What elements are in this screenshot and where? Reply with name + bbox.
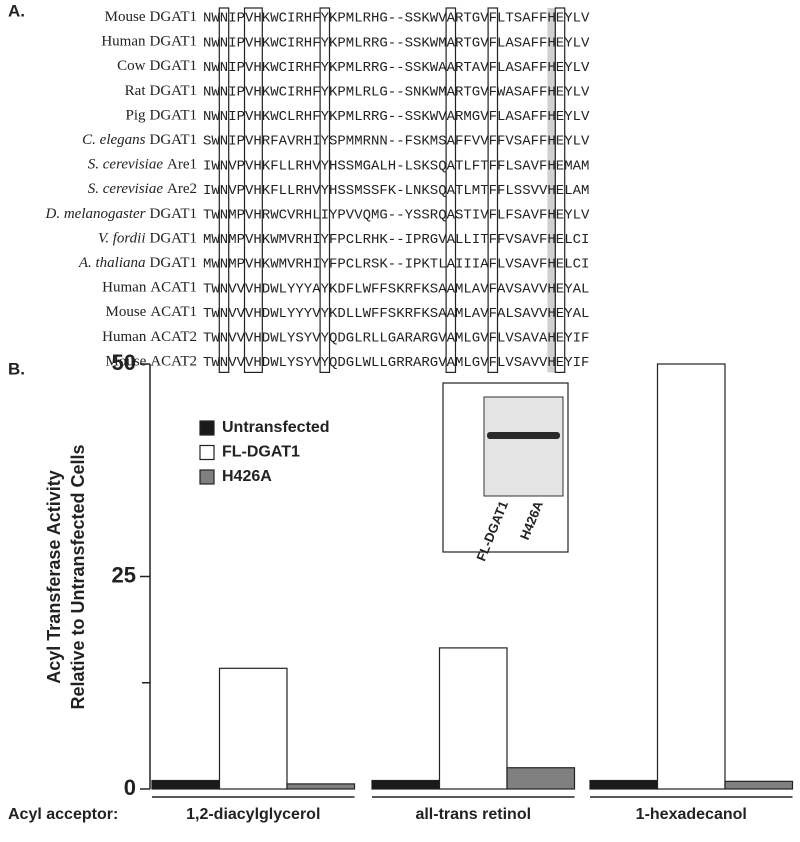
bar <box>151 779 221 790</box>
sequence-name: Mouse ACAT1 <box>105 305 197 321</box>
blot-band <box>487 432 560 439</box>
legend-swatch <box>199 444 215 461</box>
bar <box>656 363 726 790</box>
organism: Mouse <box>105 9 146 25</box>
y-tick-label: 50 <box>112 350 136 375</box>
sequence-name: S. cerevisiae Are1 <box>88 157 197 173</box>
organism: Human <box>102 280 147 296</box>
bar <box>438 647 508 790</box>
sequence: IWNVPVHKFLLRHVYHSSMGALH-LSKSQATLFTFFLSAV… <box>203 158 589 174</box>
bar <box>218 667 288 790</box>
protein-name: ACAT1 <box>150 305 197 321</box>
sequence: NWNIPVHKWCLRHFYKPMLRRG--SSKWVARMGVFLASAF… <box>203 109 590 125</box>
x-tick-label: 1-hexadecanol <box>636 806 747 823</box>
panel-label: B. <box>8 359 25 378</box>
organism: A. thaliana <box>78 255 146 271</box>
bar <box>724 780 794 790</box>
sequence: TWNVVVHDWLYSYVYQDGLWLLGRRARGVAMLGVFLVSAV… <box>203 355 589 371</box>
sequence: NWNIPVHKWCIRHFYKPMLRLG--SNKWMARTGVFWASAF… <box>203 85 590 101</box>
western-blot-inset: FL-DGAT1 H426A <box>442 382 569 563</box>
y-tick-label: 0 <box>124 775 136 800</box>
protein-name: ACAT2 <box>150 354 197 370</box>
sequence-name: Cow DGAT1 <box>117 59 197 75</box>
bar <box>371 779 441 790</box>
protein-name: Are1 <box>167 157 197 173</box>
legend-swatch <box>199 420 215 436</box>
sequence-name: S. cerevisiae Are2 <box>88 182 197 198</box>
conserved-box <box>445 7 457 373</box>
sequence-name: V. fordii DGAT1 <box>98 231 197 247</box>
organism: Rat <box>125 83 147 99</box>
sequence: MWNMPVHKWMVRHIYFPCLRHK--IPRGVALLITFFVSAV… <box>203 232 589 248</box>
sequence: TWNVVVHDWLYYYVYKDLLWFFSKRFKSAAMLAVFALSAV… <box>203 306 589 322</box>
bar <box>506 767 576 790</box>
organism: Mouse <box>105 305 146 321</box>
conserved-box <box>218 7 230 373</box>
organism: D. melanogaster <box>45 206 146 222</box>
protein-name: DGAT1 <box>150 206 198 222</box>
sequence: TWNVVVHDWLYYYAYKDFLWFFSKRFKSAAMLAVFAVSAV… <box>203 281 589 297</box>
organism: Cow <box>117 59 146 75</box>
legend-label: H426A <box>222 468 272 485</box>
sequence-name: A. thaliana DGAT1 <box>78 255 197 271</box>
conserved-box <box>319 7 331 373</box>
organism: C. elegans <box>82 132 145 148</box>
sequence: NWNIPVHKWCIRHFYKPMLRHG--SSKWVARTGVFLTSAF… <box>203 11 590 27</box>
conserved-box <box>487 7 499 373</box>
sequence-name: Mouse ACAT2 <box>105 354 197 370</box>
x-axis-label: Acyl acceptor: <box>8 806 118 823</box>
sequence: SWNIPVHRFAVRHIYSPMMRNN--FSKMSAFFVVFFVSAF… <box>203 134 590 150</box>
sequence-name: Pig DGAT1 <box>125 108 197 124</box>
sequence: TWNVVVHDWLYSYVYQDGLRLLGARARGVAMLGVFLVSAV… <box>203 331 589 347</box>
protein-name: DGAT1 <box>150 231 198 247</box>
blot <box>483 396 564 497</box>
conserved-box <box>243 7 263 373</box>
protein-name: ACAT2 <box>150 329 197 345</box>
sequence: MWNMPVHKWMVRHIYFPCLRSK--IPKTLAIIIAFLVSAV… <box>203 257 589 273</box>
legend-label: Untransfected <box>222 419 330 436</box>
protein-name: DGAT1 <box>150 9 198 25</box>
organism: Human <box>101 34 146 50</box>
sequence-name: Human DGAT1 <box>101 34 197 50</box>
bar <box>286 783 356 790</box>
protein-name: DGAT1 <box>150 59 198 75</box>
sequence-name: Human ACAT2 <box>102 329 197 345</box>
organism: S. cerevisiae <box>88 182 164 198</box>
sequence-name: C. elegans DGAT1 <box>82 132 197 148</box>
protein-name: DGAT1 <box>150 83 198 99</box>
organism: Human <box>102 329 147 345</box>
sequence-name: Mouse DGAT1 <box>105 9 197 25</box>
sequence-name: Human ACAT1 <box>102 280 197 296</box>
bar <box>589 779 659 790</box>
organism: V. fordii <box>98 231 146 247</box>
protein-name: DGAT1 <box>150 34 198 50</box>
sequence: IWNVPVHKFLLRHVYHSSMSSFK-LNKSQATLMTFFLSSV… <box>203 183 589 199</box>
y-tick-label: 25 <box>112 562 136 587</box>
protein-name: Are2 <box>167 182 197 198</box>
protein-name: ACAT1 <box>150 280 197 296</box>
panel-label: A. <box>8 1 25 20</box>
organism: Mouse <box>105 354 146 370</box>
sequence-name: Rat DGAT1 <box>125 83 197 99</box>
protein-name: DGAT1 <box>150 132 198 148</box>
sequence: TWNMPVHRWCVRHLIYPVVQMG--YSSRQASTIVFLFSAV… <box>203 208 590 224</box>
protein-name: DGAT1 <box>150 255 198 271</box>
organism: S. cerevisiae <box>88 157 164 173</box>
x-tick-label: 1,2-diacylglycerol <box>186 806 320 823</box>
sequence: NWNIPVHKWCIRHFYKPMLRRG--SSKWMARTGVFLASAF… <box>203 35 590 51</box>
conserved-box <box>554 7 566 373</box>
legend-swatch <box>199 469 215 485</box>
y-axis-label: Relative to Untransfected Cells <box>68 444 88 709</box>
protein-name: DGAT1 <box>150 108 198 124</box>
legend-label: FL-DGAT1 <box>222 444 300 461</box>
organism: Pig <box>125 108 146 124</box>
sequence: NWNIPVHKWCIRHFYKPMLRRG--SSKWAARTAVFLASAF… <box>203 60 590 76</box>
x-tick-label: all-trans retinol <box>415 806 531 823</box>
y-axis-label: Acyl Transferase Activity <box>44 470 64 683</box>
highlight-column <box>547 8 556 373</box>
sequence-name: D. melanogaster DGAT1 <box>45 206 198 222</box>
